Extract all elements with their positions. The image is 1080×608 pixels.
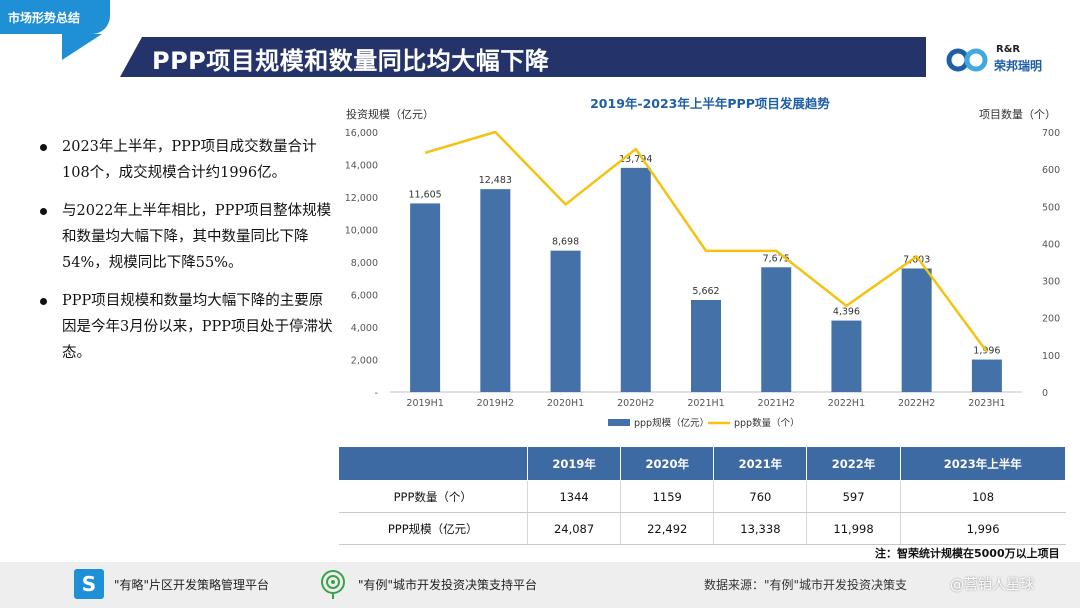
table-cell: 13,338 xyxy=(713,512,808,545)
bullet-item: PPP项目规模和数量均大幅下降的主要原因是今年3月份以来，PPP项目处于停滞状态… xyxy=(36,288,336,366)
x-tick-label: 2023H1 xyxy=(968,398,1005,409)
bullet-item: 2023年上半年，PPP项目成交数量合计108个，成交规模合计约1996亿。 xyxy=(36,134,336,186)
logo-text-en: R&R xyxy=(996,44,1021,55)
table-header-cell: 2020年 xyxy=(620,446,715,481)
title-band xyxy=(120,37,926,77)
right-tick-label: 600 xyxy=(1042,165,1060,176)
legend-line-label: ppp数量（个） xyxy=(734,417,800,429)
bar-2019H2 xyxy=(480,189,511,392)
bar-2023H1 xyxy=(971,359,1002,392)
bar-2020H1 xyxy=(550,250,581,392)
x-tick-label: 2021H2 xyxy=(758,398,795,409)
svg-text:S: S xyxy=(82,572,96,596)
bar-data-label: 11,605 xyxy=(408,189,441,200)
table-cell: 22,492 xyxy=(620,512,715,545)
summary-table: 2019年 2020年 2021年 2022年 2023年上半年 PPP数量（个… xyxy=(338,446,1067,545)
bar-data-label: 5,662 xyxy=(692,286,719,297)
bar-data-label: 12,483 xyxy=(479,175,512,186)
table-cell: 11,998 xyxy=(806,512,901,545)
bullet-item: 与2022年上半年相比，PPP项目整体规模和数量均大幅下降，其中数量同比下降54… xyxy=(36,198,336,276)
left-tick-label: 10,000 xyxy=(345,226,378,237)
x-tick-label: 2019H1 xyxy=(406,398,443,409)
summary-bullets: 2023年上半年，PPP项目成交数量合计108个，成交规模合计约1996亿。 与… xyxy=(36,134,336,378)
watermark: @营销人星球 xyxy=(950,577,1034,593)
bar-2021H2 xyxy=(761,267,792,392)
right-tick-label: 0 xyxy=(1042,388,1048,399)
footer: S "有略"片区开发策略管理平台 "有例"城市开发投资决策支持平台 数据来源："… xyxy=(0,562,1080,608)
chart-title: 2019年-2023年上半年PPP项目发展趋势 xyxy=(590,96,830,111)
bar-data-label: 4,396 xyxy=(833,307,860,318)
bar-2019H1 xyxy=(410,203,441,392)
table-note: 注：智荣统计规模在5000万以上项目 xyxy=(875,547,1060,560)
left-tick-label: 16,000 xyxy=(345,128,378,139)
right-tick-label: 200 xyxy=(1042,314,1060,325)
right-tick-label: 100 xyxy=(1042,351,1060,362)
section-tab: 市场形势总结 xyxy=(0,0,110,34)
bar-data-label: 8,698 xyxy=(552,237,579,248)
table-cell: 108 xyxy=(900,480,1066,513)
bar-2022H1 xyxy=(831,320,862,392)
bar-data-label: 7,675 xyxy=(763,253,790,264)
left-tick-label: 2,000 xyxy=(351,356,378,367)
right-tick-label: 300 xyxy=(1042,277,1060,288)
bar-2022H2 xyxy=(901,268,932,392)
x-tick-label: 2019H2 xyxy=(477,398,514,409)
left-axis-label: 投资规模（亿元） xyxy=(346,107,434,121)
right-tick-label: 700 xyxy=(1042,128,1060,139)
table-header-cell: 2021年 xyxy=(713,446,808,481)
bar-2020H2 xyxy=(620,167,651,392)
x-tick-label: 2021H1 xyxy=(687,398,724,409)
bar-data-label: 7,603 xyxy=(903,254,930,265)
row-label: PPP规模（亿元） xyxy=(338,512,528,545)
row-label: PPP数量（个） xyxy=(338,480,528,513)
table-header-cell: 2022年 xyxy=(806,446,901,481)
left-tick-label: 14,000 xyxy=(345,161,378,172)
youli-platform-icon xyxy=(321,570,345,599)
bar-2021H1 xyxy=(691,299,721,392)
table-cell: 760 xyxy=(713,480,808,513)
table-row: PPP数量（个） 1344 1159 760 597 108 xyxy=(338,480,1066,513)
x-tick-label: 2020H1 xyxy=(547,398,584,409)
page-title: PPP项目规模和数量同比均大幅下降 xyxy=(152,47,550,75)
left-tick-label: 12,000 xyxy=(345,193,378,204)
table-cell: 1,996 xyxy=(900,512,1066,545)
table-header-row: 2019年 2020年 2021年 2022年 2023年上半年 xyxy=(338,446,1067,481)
logo-text-cn: 荣邦瑞明 xyxy=(994,59,1043,73)
table-row: PPP规模（亿元） 24,087 22,492 13,338 11,998 1,… xyxy=(338,512,1066,545)
table-cell: 1159 xyxy=(620,480,715,513)
legend-bar-label: ppp规模（亿元） xyxy=(634,417,709,429)
x-tick-label: 2020H2 xyxy=(617,398,654,409)
left-tick-label: - xyxy=(375,388,378,399)
right-tick-label: 500 xyxy=(1042,202,1060,213)
data-source: 数据来源："有例"城市开发投资决策支 xyxy=(704,578,908,592)
x-tick-label: 2022H1 xyxy=(828,398,865,409)
tab-accent xyxy=(62,34,102,60)
company-logo-icon xyxy=(946,48,988,72)
table-cell: 24,087 xyxy=(527,512,622,545)
table-header-cell: 2023年上半年 xyxy=(899,446,1067,481)
right-tick-label: 400 xyxy=(1042,239,1060,250)
bar-data-label: 13,794 xyxy=(619,154,652,165)
left-tick-label: 8,000 xyxy=(351,258,378,269)
left-tick-label: 6,000 xyxy=(351,291,378,302)
footer-platform-1: "有略"片区开发策略管理平台 xyxy=(114,578,270,592)
table-cell: 1344 xyxy=(527,480,622,513)
count-line-series xyxy=(424,130,988,353)
left-tick-label: 4,000 xyxy=(351,323,378,334)
footer-platform-2: "有例"城市开发投资决策支持平台 xyxy=(358,578,538,592)
table-header-cell: 2019年 xyxy=(526,446,622,481)
x-tick-label: 2022H2 xyxy=(898,398,935,409)
table-cell: 597 xyxy=(806,480,901,513)
table-header-cell xyxy=(338,446,528,481)
right-axis-label: 项目数量（个） xyxy=(979,108,1056,121)
youlue-platform-icon: S xyxy=(74,569,104,599)
legend-bar-swatch xyxy=(608,419,630,426)
